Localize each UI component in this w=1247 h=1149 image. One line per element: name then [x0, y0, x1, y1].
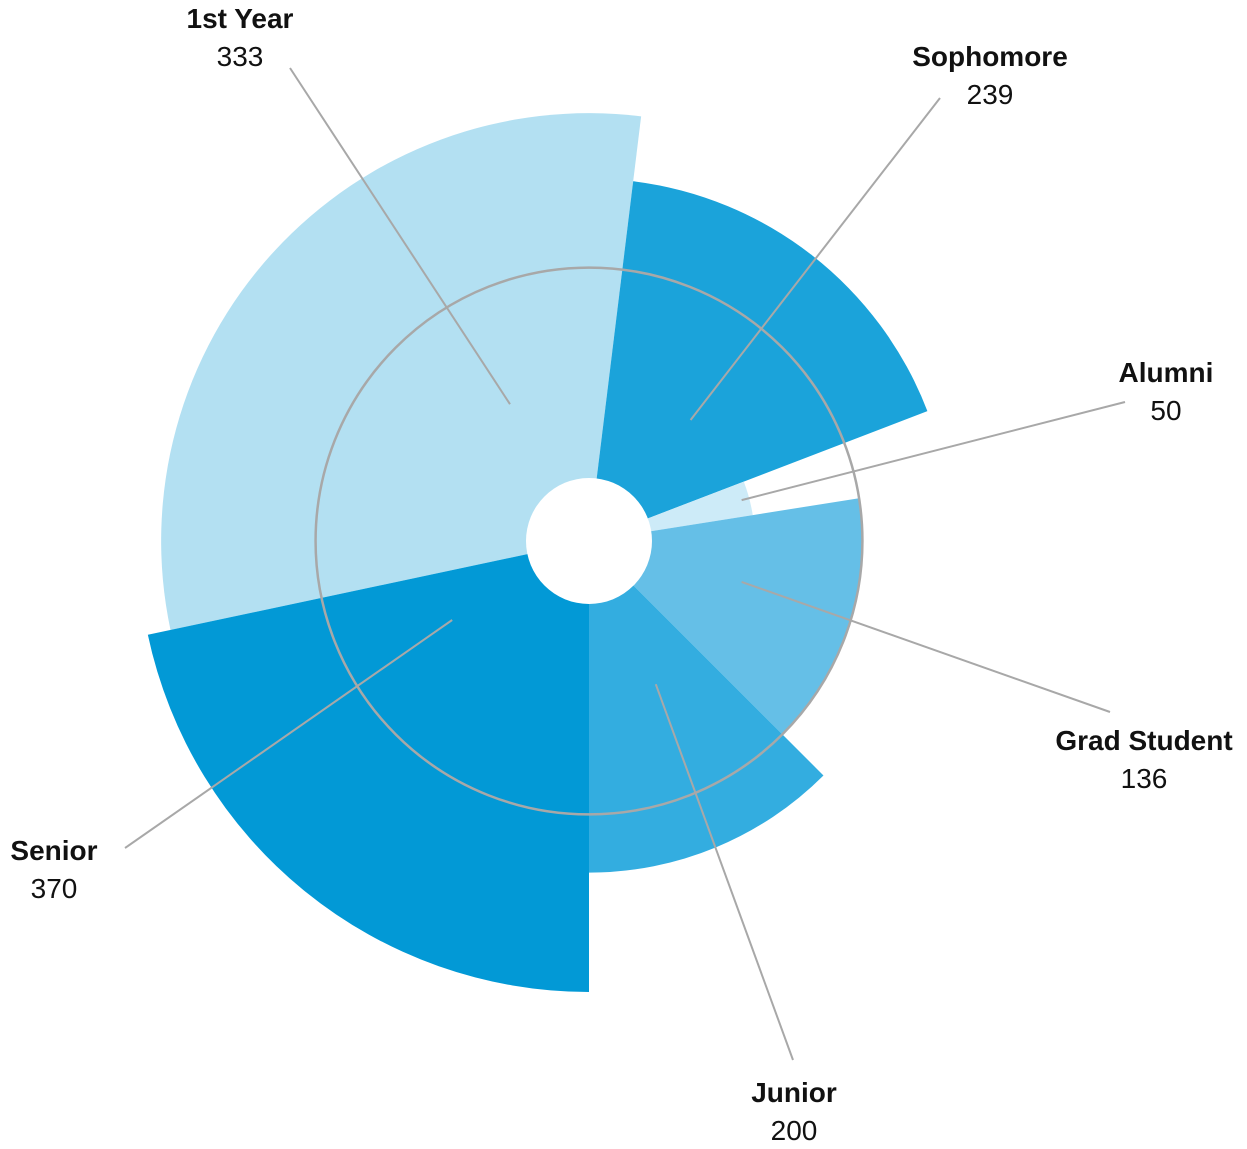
- wedge-1st-year: [161, 113, 642, 630]
- leader-alumni: [741, 401, 1126, 502]
- wedge-grad-student: [589, 498, 863, 735]
- label-value-grad-student: 136: [1121, 763, 1168, 794]
- center-hole: [526, 478, 652, 604]
- leader-1st-year: [289, 67, 511, 405]
- leader-sophomore: [689, 97, 941, 421]
- leader-lines: [124, 67, 1126, 1061]
- label-value-sophomore: 239: [967, 79, 1014, 110]
- wedge-sophomore: [589, 181, 928, 541]
- wedge-senior: [147, 541, 589, 992]
- label-name-alumni: Alumni: [1119, 357, 1214, 388]
- segment-labels: 1st Year 333 Sophomore 239 Alumni 50 Grad Stud…: [10, 3, 1232, 1146]
- label-value-senior: 370: [31, 873, 78, 904]
- label-value-alumni: 50: [1150, 395, 1181, 426]
- leader-senior: [124, 619, 453, 849]
- label-name-senior: Senior: [10, 835, 97, 866]
- label-name-junior: Junior: [751, 1077, 837, 1108]
- label-name-sophomore: Sophomore: [912, 41, 1068, 72]
- label-name-1st-year: 1st Year: [187, 3, 294, 34]
- leader-grad-student: [741, 580, 1111, 713]
- label-value-junior: 200: [771, 1115, 818, 1146]
- leader-junior: [654, 683, 794, 1061]
- label-name-grad-student: Grad Student: [1055, 725, 1232, 756]
- wedge-junior: [589, 541, 824, 873]
- chart-wedges: [147, 113, 928, 992]
- label-value-1st-year: 333: [217, 41, 264, 72]
- reference-ring: [314, 266, 864, 816]
